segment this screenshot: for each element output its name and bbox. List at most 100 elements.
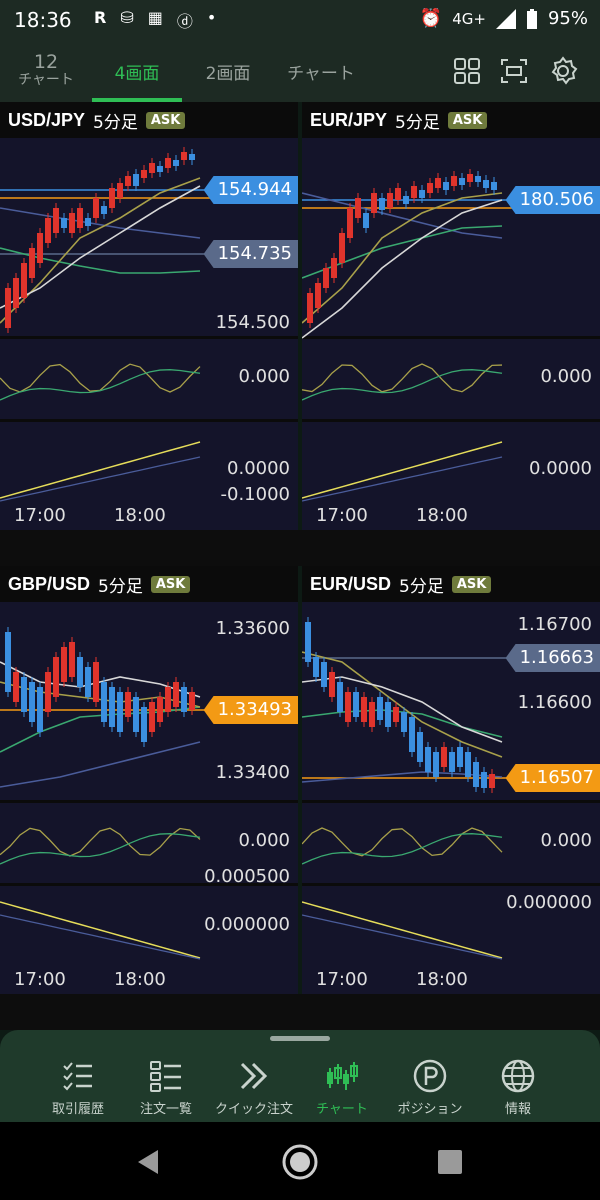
oscillator-line-yellow bbox=[302, 901, 503, 959]
oscillator-axis-label: 0.000 bbox=[540, 830, 592, 851]
candle-body bbox=[443, 182, 449, 190]
price-axis-label: 154.500 bbox=[215, 312, 290, 333]
candle-body bbox=[45, 218, 51, 243]
candle-body bbox=[37, 687, 43, 732]
tab-4-screen[interactable]: 4画面 bbox=[92, 40, 182, 102]
timeframe: 5分足 bbox=[98, 576, 143, 597]
bag-icon: ⛁ bbox=[120, 8, 134, 27]
candle-body bbox=[189, 692, 195, 710]
candle-body bbox=[371, 193, 377, 213]
oscillator-pane-1 bbox=[302, 802, 600, 882]
candle-body bbox=[109, 188, 115, 208]
candle-body bbox=[109, 687, 115, 727]
candle-body bbox=[379, 198, 385, 210]
panel-header: GBP/USD 5分足 ASK bbox=[0, 566, 298, 602]
candle-body bbox=[457, 747, 463, 767]
tab-12-chart[interactable]: 12 チャート bbox=[8, 40, 84, 102]
time-axis-label: 17:00 bbox=[316, 969, 368, 990]
pane-divider bbox=[302, 419, 600, 422]
candle-body bbox=[363, 213, 369, 228]
chart-panel-eurjpy[interactable]: EUR/JPY 5分足 ASK 180.506 0.000 0.0000 17:00 1… bbox=[302, 102, 600, 530]
chart-canvas[interactable] bbox=[302, 138, 600, 530]
candle-body bbox=[189, 154, 195, 160]
tab-label: チャート bbox=[18, 72, 74, 88]
oscillator-axis-label: 0.0000 bbox=[227, 458, 290, 479]
currency-pair: GBP/USD bbox=[8, 573, 91, 594]
nav-chart[interactable]: チャート bbox=[298, 1058, 386, 1122]
candle-body bbox=[61, 218, 67, 228]
nav-info[interactable]: 情報 bbox=[474, 1058, 562, 1122]
panel-gap bbox=[0, 530, 600, 566]
oscillator-pane-1 bbox=[0, 802, 298, 882]
recents-icon[interactable] bbox=[436, 1148, 464, 1176]
status-time: 18:36 bbox=[14, 8, 72, 32]
panel-header: EUR/USD 5分足 ASK bbox=[302, 566, 600, 602]
drag-handle[interactable] bbox=[270, 1036, 330, 1041]
nav-position[interactable]: ポジション bbox=[386, 1058, 474, 1122]
candle-body bbox=[483, 180, 489, 188]
candle-body bbox=[385, 702, 391, 727]
tab-label: チャート bbox=[287, 63, 355, 84]
candle-body bbox=[45, 672, 51, 712]
grid-layout-icon[interactable] bbox=[452, 56, 482, 86]
ask-badge[interactable]: ASK bbox=[447, 111, 488, 129]
candle-body bbox=[361, 697, 367, 722]
chart-panel-eurusd[interactable]: EUR/USD 5分足 ASK 1.16700 1.16600 1.16663 1.1… bbox=[302, 566, 600, 994]
frame-icon[interactable] bbox=[499, 56, 529, 86]
chart-canvas[interactable] bbox=[302, 602, 600, 994]
candle-body bbox=[347, 208, 353, 238]
candle-body bbox=[5, 288, 11, 328]
candle-body bbox=[435, 178, 441, 188]
tab-chart[interactable]: チャート bbox=[276, 40, 366, 102]
chart-canvas[interactable] bbox=[0, 138, 298, 530]
chart-panel-gbpusd[interactable]: GBP/USD 5分足 ASK 1.33600 1.33400 1.33493 0.0… bbox=[0, 566, 298, 994]
nav-label: 注文一覧 bbox=[139, 1102, 192, 1117]
back-icon[interactable] bbox=[134, 1148, 162, 1176]
nav-label: 取引履歴 bbox=[51, 1102, 104, 1117]
settings-icon[interactable] bbox=[548, 56, 578, 86]
candle-body bbox=[323, 268, 329, 288]
candle-body bbox=[315, 283, 321, 308]
time-axis-label: 18:00 bbox=[114, 969, 166, 990]
candle-body bbox=[29, 682, 35, 722]
candle-body bbox=[393, 707, 399, 722]
ask-badge[interactable]: ASK bbox=[451, 575, 492, 593]
candle-body bbox=[69, 213, 75, 233]
system-icons: ⏰ 4G+ 95% bbox=[420, 8, 588, 29]
candle-body bbox=[425, 747, 431, 772]
candle-body bbox=[387, 193, 393, 208]
oscillator-axis-label: 0.000 bbox=[238, 830, 290, 851]
candle-body bbox=[355, 198, 361, 218]
candlestick-icon bbox=[327, 1062, 358, 1090]
candle-body bbox=[433, 752, 439, 777]
currency-pair: EUR/USD bbox=[310, 573, 392, 594]
candle-body bbox=[117, 692, 123, 732]
tab-2-screen[interactable]: 2画面 bbox=[188, 40, 268, 102]
chart-canvas[interactable] bbox=[0, 602, 298, 994]
ask-badge[interactable]: ASK bbox=[150, 575, 191, 593]
candle-body bbox=[337, 682, 343, 712]
candle-body bbox=[401, 712, 407, 732]
chart-panel-usdjpy[interactable]: USD/JPY 5分足 ASK 154.500 154.944 154.735 0.0… bbox=[0, 102, 298, 530]
home-icon[interactable] bbox=[280, 1142, 320, 1182]
moving-average-white bbox=[302, 676, 503, 743]
nav-order-list[interactable]: 注文一覧 bbox=[122, 1058, 210, 1122]
candle-body bbox=[117, 183, 123, 198]
candle-body bbox=[345, 692, 351, 722]
candle-body bbox=[339, 233, 345, 263]
ask-badge[interactable]: ASK bbox=[145, 111, 186, 129]
nav-trade-history[interactable]: 取引履歴 bbox=[34, 1058, 122, 1122]
candle-body bbox=[329, 672, 335, 697]
nav-quick-order[interactable]: クイック注文 bbox=[210, 1058, 298, 1122]
list-icon bbox=[150, 1061, 181, 1092]
current-price-tag: 1.33493 bbox=[203, 696, 298, 724]
bottom-nav-bar: 取引履歴 注文一覧 クイック注文 チャート ポジション bbox=[0, 1030, 600, 1122]
candle-body bbox=[165, 687, 171, 712]
candle-body bbox=[305, 622, 311, 662]
oscillator-axis-label: 0.000000 bbox=[204, 914, 290, 935]
pane-divider bbox=[0, 336, 298, 339]
candle-body bbox=[149, 163, 155, 173]
nav-label: チャート bbox=[316, 1102, 368, 1117]
candle-body bbox=[481, 772, 487, 788]
nav-label: 情報 bbox=[504, 1102, 531, 1117]
